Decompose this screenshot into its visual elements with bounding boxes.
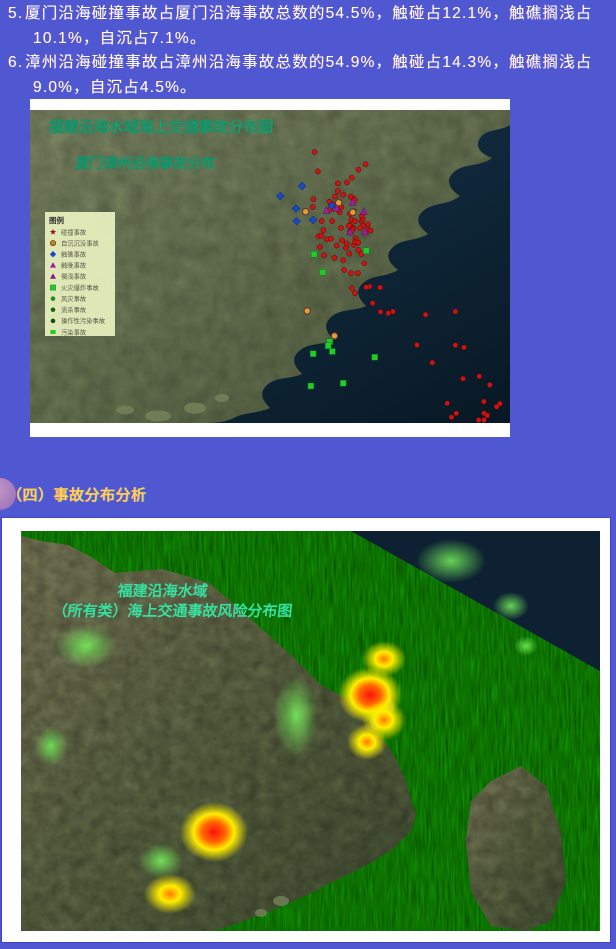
svg-text:厦门漳州沿海事故分布: 厦门漳州沿海事故分布: [75, 155, 216, 171]
svg-text:福建沿海水域: 福建沿海水域: [116, 582, 209, 600]
svg-text:福建沿海水域海上交通事故分布图: 福建沿海水域海上交通事故分布图: [47, 118, 274, 136]
svg-text:触礁事故: 触礁事故: [61, 250, 87, 259]
svg-text:流杀事故: 流杀事故: [61, 305, 87, 314]
svg-text:自沉沉没事故: 自沉沉没事故: [61, 238, 99, 247]
svg-text:风灾事故: 风灾事故: [61, 294, 87, 303]
svg-text:触晚事故: 触晚事故: [61, 261, 87, 270]
svg-text:碰撞事故: 碰撞事故: [61, 227, 87, 236]
svg-text:图例: 图例: [49, 215, 64, 225]
svg-text:操作性污染事故: 操作性污染事故: [61, 316, 106, 325]
svg-text:火灾爆炸事故: 火灾爆炸事故: [61, 283, 99, 292]
svg-text:污染事故: 污染事故: [61, 327, 87, 336]
svg-text:（所有类）海上交通事故风险分布图: （所有类）海上交通事故风险分布图: [52, 602, 294, 620]
svg-text:搁浅事故: 搁浅事故: [61, 272, 87, 281]
